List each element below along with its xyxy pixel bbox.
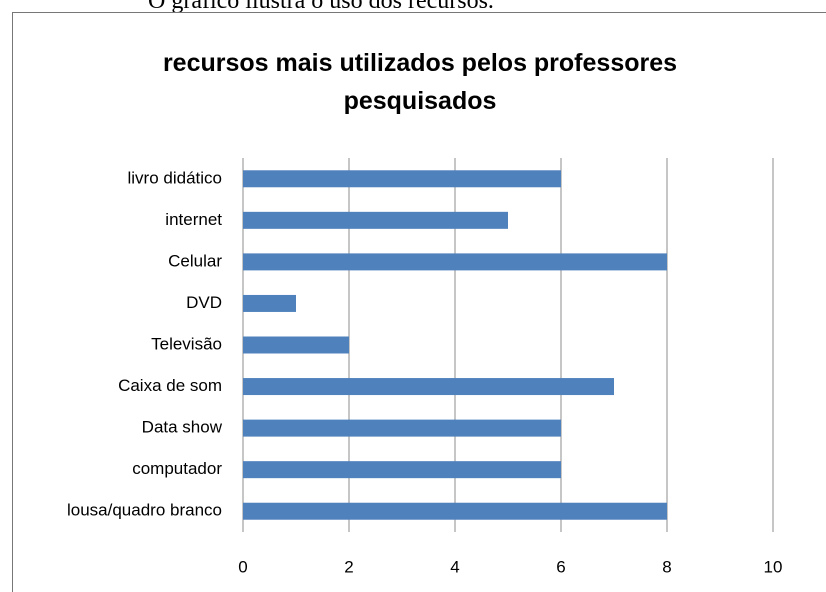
- y-tick-label: lousa/quadro branco: [67, 501, 222, 520]
- y-tick-label: DVD: [186, 293, 222, 312]
- bar: [243, 170, 561, 188]
- x-tick-label: 0: [238, 557, 247, 576]
- x-tick-label: 2: [344, 557, 353, 576]
- x-tick-label: 4: [450, 557, 459, 576]
- bar: [243, 294, 296, 312]
- chart-frame: [12, 12, 826, 592]
- y-tick-label: livro didático: [128, 168, 223, 187]
- y-tick-label: Data show: [142, 418, 223, 437]
- y-tick-label: Celular: [168, 251, 222, 270]
- bar: [243, 253, 667, 271]
- bar: [243, 502, 667, 520]
- bar: [243, 461, 561, 479]
- y-tick-label: Caixa de som: [118, 376, 222, 395]
- bar: [243, 336, 349, 354]
- chart-title: recursos mais utilizados pelos professor…: [162, 49, 678, 115]
- x-tick-label: 10: [764, 557, 783, 576]
- y-tick-label: computador: [132, 459, 222, 478]
- y-tick-label: internet: [165, 210, 222, 229]
- x-tick-label: 8: [662, 557, 671, 576]
- caption: O gráfico ilustra o uso dos recursos.: [148, 0, 494, 14]
- bar: [243, 419, 561, 437]
- bar: [243, 378, 614, 396]
- x-tick-label: 6: [556, 557, 565, 576]
- bar: [243, 211, 508, 229]
- y-tick-label: Televisão: [151, 334, 222, 353]
